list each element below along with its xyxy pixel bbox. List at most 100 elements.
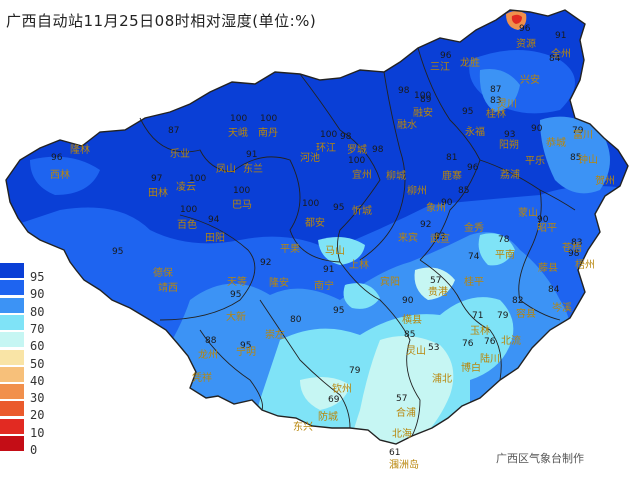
legend-label-0: 0 — [30, 443, 38, 457]
contour-80-ne — [479, 69, 520, 112]
city-label: 平果 — [280, 243, 300, 255]
legend-swatch-60 — [0, 331, 24, 348]
city-label: 梧州 — [575, 258, 595, 271]
city-label: 三江 — [430, 61, 450, 73]
station-value: 100 — [180, 205, 197, 215]
station-value: 57 — [430, 276, 441, 286]
city-label: 东兰 — [243, 162, 263, 175]
station-value: 95 — [333, 203, 344, 213]
station-value: 91 — [555, 31, 566, 41]
city-label: 玉林 — [470, 324, 490, 337]
city-label: 马山 — [325, 245, 345, 257]
station-value: 87 — [168, 126, 179, 136]
city-label: 鹿寨 — [442, 169, 462, 182]
station-value: 84 — [548, 285, 560, 295]
legend-label-60: 60 — [30, 339, 45, 354]
city-label: 平南 — [495, 248, 515, 261]
city-label: 全州 — [551, 47, 571, 60]
city-label: 靖西 — [158, 281, 178, 294]
city-label: 灵山 — [406, 345, 426, 357]
station-value: 83 — [434, 232, 445, 242]
station-value: 96 — [519, 24, 531, 34]
station-value: 79 — [349, 366, 361, 376]
city-label: 都安 — [305, 216, 325, 229]
contour-70-center — [318, 236, 365, 265]
city-label: 灵川 — [497, 98, 517, 110]
city-label: 罗城 — [347, 144, 367, 156]
station-value: 97 — [151, 174, 162, 184]
station-value: 90 — [441, 198, 453, 208]
contour-60 — [340, 336, 454, 444]
legend-swatch-0 — [0, 435, 24, 451]
legend-swatch-70 — [0, 313, 24, 330]
city-label: 宁明 — [236, 345, 256, 358]
city-label: 融水 — [397, 119, 417, 131]
contour-70-guigang — [478, 233, 515, 266]
city-label: 钟山 — [578, 153, 598, 166]
station-value: 98 — [398, 86, 410, 96]
station-value: 76 — [462, 339, 474, 349]
city-label: 北流 — [501, 334, 521, 347]
city-label: 来宾 — [398, 231, 418, 244]
station-value: 88 — [205, 336, 217, 346]
station-value: 90 — [537, 215, 549, 225]
station-value: 57 — [396, 394, 407, 404]
station-value: 93 — [504, 130, 515, 140]
city-label: 北海 — [392, 427, 412, 440]
station-value: 89 — [420, 95, 432, 105]
prefecture-borders — [139, 47, 576, 437]
legend-swatch-90 — [0, 279, 24, 296]
contour-70-nanning — [343, 283, 380, 309]
station-value: 79 — [572, 126, 584, 136]
station-value: 91 — [323, 265, 334, 275]
station-value: 85 — [404, 330, 415, 340]
station-value: 69 — [328, 395, 340, 405]
station-value: 74 — [468, 252, 480, 262]
city-label: 凌云 — [176, 180, 196, 193]
city-label: 崇左 — [265, 328, 285, 341]
station-value: 71 — [472, 311, 483, 321]
city-label: 柳城 — [386, 169, 406, 182]
city-label: 柳州 — [407, 184, 427, 197]
station-value: 100 — [302, 199, 319, 209]
city-label: 田林 — [148, 186, 168, 199]
city-label: 田阳 — [205, 232, 225, 244]
station-value: 76 — [484, 337, 496, 347]
contour-60-coast — [300, 376, 350, 410]
station-value: 92 — [260, 258, 271, 268]
legend-swatch-10 — [0, 417, 24, 434]
city-label: 贵港 — [428, 285, 448, 298]
city-label: 桂平 — [464, 275, 484, 288]
city-label: 贺州 — [595, 175, 615, 187]
station-value: 81 — [446, 153, 457, 163]
station-value: 100 — [233, 186, 250, 196]
city-label: 百色 — [177, 218, 197, 231]
city-label: 隆安 — [269, 276, 289, 289]
station-value: 79 — [497, 311, 509, 321]
station-value: 78 — [498, 235, 510, 245]
city-label: 大新 — [226, 310, 246, 323]
city-label: 兴安 — [520, 73, 540, 86]
legend-label-40: 40 — [30, 373, 45, 388]
station-value: 85 — [458, 186, 469, 196]
station-value: 100 — [348, 156, 365, 166]
city-label: 象州 — [426, 202, 446, 214]
city-label: 乐业 — [170, 148, 190, 160]
city-label: 昭平 — [537, 222, 557, 234]
city-label: 武宣 — [430, 232, 450, 245]
city-label: 荔浦 — [500, 168, 520, 181]
legend-label-70: 70 — [30, 321, 45, 336]
map-title: 广西自动站11月25日08时相对湿度(单位:%) — [6, 12, 317, 30]
contour-dry-ne-core — [511, 14, 522, 24]
legend-swatch-30 — [0, 383, 24, 400]
city-label: 宜州 — [352, 168, 372, 181]
city-label: 合浦 — [396, 406, 416, 419]
city-label: 南宁 — [314, 279, 334, 292]
city-label: 金秀 — [464, 221, 484, 234]
station-value: 84 — [549, 54, 561, 64]
legend-swatch-50 — [0, 348, 24, 365]
legend-swatch-20 — [0, 400, 24, 417]
station-value: 96 — [440, 51, 452, 61]
